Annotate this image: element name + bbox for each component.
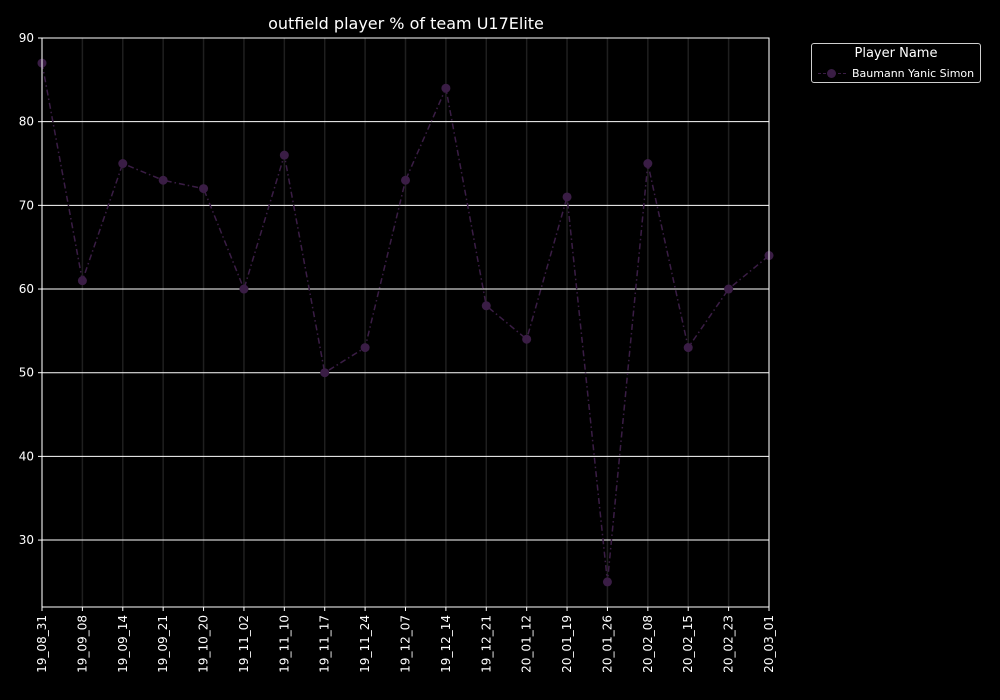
x-tick-label: 19_08_31 — [35, 615, 49, 673]
data-point — [360, 343, 370, 353]
data-point — [118, 159, 128, 169]
legend: Player Name Baumann Yanic Simon — [811, 43, 981, 83]
y-tick-label: 70 — [19, 198, 34, 212]
x-tick-label: 19_12_07 — [399, 615, 413, 673]
legend-title: Player Name — [854, 46, 938, 61]
data-point — [602, 577, 612, 587]
x-tick-label: 19_09_08 — [75, 615, 89, 673]
legend-item: Baumann Yanic Simon — [816, 66, 980, 82]
x-tick-label: 20_03_01 — [762, 615, 776, 673]
x-tick-label: 20_01_12 — [520, 615, 534, 673]
legend-series-label: Baumann Yanic Simon — [852, 67, 975, 80]
axis-layer: 30 40 50 60 70 80 90 19_08_31 19_09_08 19_09_14 19… — [19, 31, 776, 673]
data-point — [724, 284, 734, 294]
y-tick-label: 60 — [19, 282, 34, 296]
y-tick-label: 30 — [19, 533, 34, 547]
x-tick-label: 19_11_17 — [318, 615, 332, 673]
data-point — [158, 175, 168, 185]
y-tick-label: 40 — [19, 449, 34, 463]
x-tick-label: 19_11_10 — [277, 615, 291, 673]
x-tick-label: 20_01_19 — [560, 615, 574, 673]
x-tick-label: 20_01_26 — [600, 615, 614, 673]
data-point — [683, 343, 693, 353]
grid-layer — [41, 37, 770, 607]
data-point — [239, 284, 249, 294]
y-tick-label: 80 — [19, 115, 34, 129]
data-point — [199, 184, 209, 194]
x-tick-label: 20_02_08 — [641, 615, 655, 673]
x-tick-label: 20_02_15 — [681, 615, 695, 673]
data-point — [401, 175, 410, 185]
x-tick-label: 19_09_14 — [116, 615, 130, 673]
data-point — [320, 368, 330, 378]
x-tick-label: 19_12_14 — [439, 615, 453, 673]
legend-marker-icon — [827, 69, 836, 78]
data-point — [481, 301, 491, 311]
x-tick-label: 19_11_24 — [358, 615, 372, 673]
data-point — [643, 159, 653, 169]
x-tick-label: 19_12_21 — [479, 615, 493, 673]
data-point — [562, 192, 572, 202]
series-layer — [37, 58, 774, 587]
y-tick-label: 90 — [19, 31, 34, 45]
y-tick-label: 50 — [19, 366, 34, 380]
x-tick-label: 19_11_02 — [237, 615, 251, 673]
data-point — [441, 83, 451, 93]
x-tick-label: 19_10_20 — [197, 615, 211, 673]
x-tick-label: 20_02_23 — [722, 615, 736, 673]
data-point — [279, 150, 289, 160]
data-point — [522, 334, 532, 344]
data-point — [77, 276, 87, 286]
chart-title: outfield player % of team U17Elite — [268, 14, 544, 33]
x-tick-label: 19_09_21 — [156, 615, 170, 673]
